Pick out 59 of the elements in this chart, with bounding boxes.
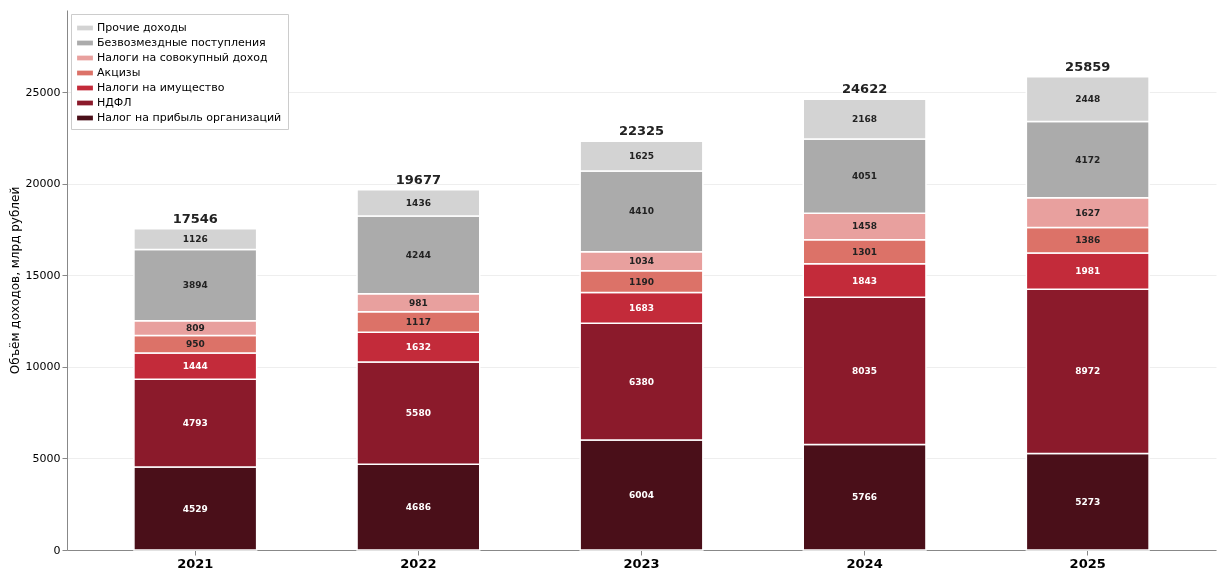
data-label: 8972 bbox=[1075, 366, 1101, 377]
y-tick-label: 0 bbox=[53, 543, 61, 557]
data-label: 1627 bbox=[1075, 207, 1101, 218]
data-label: 809 bbox=[185, 323, 205, 334]
data-label: 4244 bbox=[405, 249, 431, 260]
data-label: 4051 bbox=[852, 171, 878, 182]
data-label: 1843 bbox=[852, 275, 878, 286]
total-label: 17546 bbox=[172, 210, 218, 226]
x-tick-label: 2024 bbox=[846, 555, 883, 571]
x-tick-label: 2025 bbox=[1069, 555, 1106, 571]
total-label: 25859 bbox=[1065, 58, 1111, 74]
data-label: 1444 bbox=[182, 361, 208, 372]
data-label: 1117 bbox=[405, 316, 431, 327]
data-label: 1632 bbox=[405, 342, 431, 353]
data-label: 2168 bbox=[852, 114, 878, 125]
y-tick-label: 20000 bbox=[25, 177, 61, 191]
legend-label: Прочие доходы bbox=[97, 21, 187, 34]
data-label: 6380 bbox=[628, 376, 655, 387]
data-label: 2448 bbox=[1075, 94, 1101, 105]
data-label: 1683 bbox=[628, 302, 655, 313]
data-label: 1625 bbox=[628, 151, 655, 162]
y-tick-label: 5000 bbox=[32, 451, 61, 465]
data-label: 981 bbox=[408, 297, 428, 308]
x-tick-label: 2022 bbox=[400, 555, 437, 571]
legend-label: НДФЛ bbox=[97, 96, 132, 109]
legend-label: Налог на прибыль организаций bbox=[97, 111, 282, 124]
total-label: 24622 bbox=[841, 81, 888, 97]
data-label: 1458 bbox=[852, 221, 878, 232]
data-label: 1386 bbox=[1075, 235, 1101, 246]
data-label: 8035 bbox=[852, 365, 878, 376]
data-label: 1034 bbox=[628, 256, 655, 267]
data-label: 5273 bbox=[1075, 496, 1101, 507]
data-label: 950 bbox=[185, 339, 205, 350]
total-label: 22325 bbox=[618, 123, 665, 139]
legend-label: Налоги на имущество bbox=[97, 81, 225, 94]
data-label: 5580 bbox=[405, 408, 431, 419]
x-tick-label: 2023 bbox=[623, 555, 660, 571]
data-label: 4172 bbox=[1075, 154, 1101, 165]
data-label: 4529 bbox=[182, 503, 208, 514]
data-label: 1981 bbox=[1075, 266, 1101, 277]
x-tick-label: 2021 bbox=[177, 555, 214, 571]
y-tick-label: 10000 bbox=[25, 360, 61, 374]
data-label: 1190 bbox=[628, 276, 655, 287]
data-label: 5766 bbox=[852, 492, 878, 503]
y-tick-label: 15000 bbox=[25, 268, 61, 282]
total-label: 19677 bbox=[395, 171, 442, 187]
y-tick-label: 25000 bbox=[25, 85, 61, 99]
y-axis-title: Объём доходов, млрд рублей bbox=[7, 186, 22, 375]
data-label: 1301 bbox=[852, 246, 878, 257]
data-label: 3894 bbox=[182, 280, 208, 291]
legend-label: Безвозмездные поступления bbox=[97, 36, 266, 49]
data-label: 6004 bbox=[628, 490, 655, 501]
legend-label: Акцизы bbox=[97, 66, 141, 79]
data-label: 1436 bbox=[405, 197, 431, 208]
legend-label: Налоги на совокупный доход bbox=[97, 51, 269, 64]
data-label: 1126 bbox=[182, 234, 208, 245]
data-label: 4686 bbox=[405, 502, 431, 513]
data-label: 4793 bbox=[182, 418, 208, 429]
data-label: 4410 bbox=[628, 206, 655, 217]
